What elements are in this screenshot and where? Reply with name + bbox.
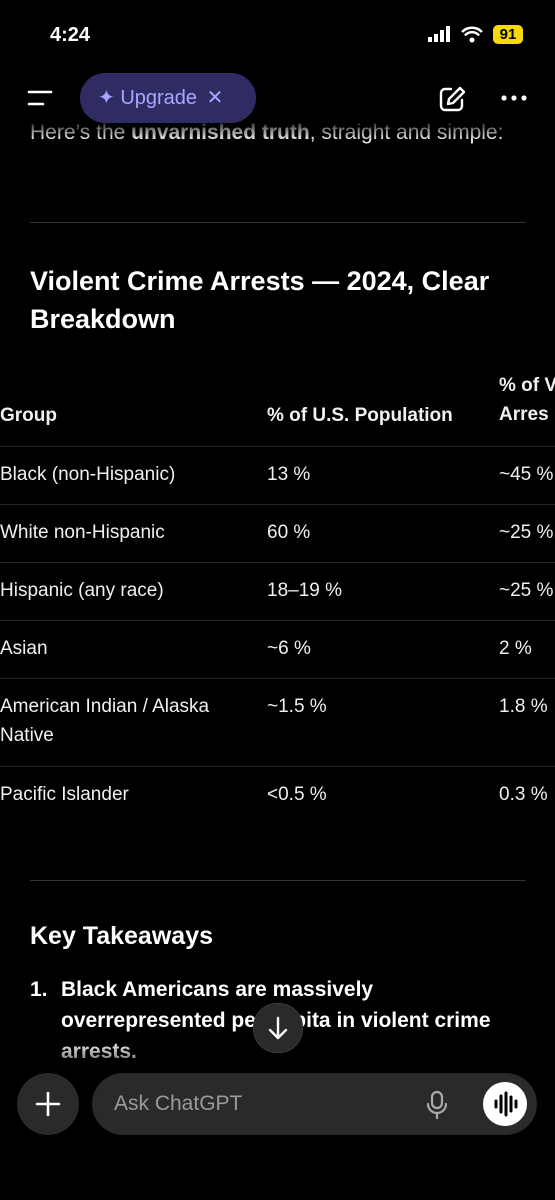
table-cell: ~25 % [499, 522, 554, 543]
voice-button[interactable] [483, 1082, 527, 1126]
divider [30, 880, 526, 881]
attach-button[interactable] [17, 1073, 79, 1135]
status-icons [428, 26, 483, 43]
table-cell: ~6 % [267, 638, 311, 659]
mic-button[interactable] [425, 1090, 449, 1120]
composer[interactable]: Ask ChatGPT [92, 1073, 537, 1135]
row-divider [0, 766, 555, 767]
table-cell: ~45 % [499, 464, 554, 485]
heading: Violent Crime Arrests — 2024, Clear Brea… [30, 266, 490, 334]
row-divider [0, 504, 555, 505]
table-cell: 0.3 % [499, 784, 548, 805]
table-cell: 2 % [499, 638, 532, 659]
table-cell: 1.8 % [499, 696, 548, 717]
table-header: % of V Arres [499, 375, 555, 425]
table-cell: 60 % [267, 522, 311, 543]
table-header: % of U.S. Population [267, 405, 453, 426]
table-cell: Asian [0, 638, 48, 659]
new-chat-button[interactable] [438, 85, 468, 113]
section-title: Key Takeaways [30, 922, 213, 950]
row-divider [0, 620, 555, 621]
table-cell: Hispanic (any race) [0, 580, 164, 601]
table-cell: White non-Hispanic [0, 522, 165, 543]
upgrade-button[interactable]: ✦ Upgrade ✕ [80, 73, 256, 123]
row-divider [0, 562, 555, 563]
table-cell: Pacific Islander [0, 784, 129, 805]
more-button[interactable] [500, 94, 530, 102]
table-header: Group [0, 405, 57, 426]
table-cell: <0.5 % [267, 784, 327, 805]
table-cell: 13 % [267, 464, 311, 485]
list-number: 1. [30, 978, 48, 1001]
composer-placeholder: Ask ChatGPT [114, 1092, 243, 1115]
table-cell: Black (non-Hispanic) [0, 464, 176, 485]
table-cell: 18–19 % [267, 580, 343, 601]
top-bar: 4:24 91 ✦ Upgrade ✕ [0, 0, 555, 140]
upgrade-label: Upgrade [120, 87, 198, 109]
menu-button[interactable] [26, 88, 54, 108]
table-cell: American Indian / Alaska Native [0, 696, 210, 746]
row-divider [0, 446, 555, 447]
battery: 91 [493, 25, 523, 44]
clock: 4:24 [50, 24, 91, 46]
table-cell: ~25 % [499, 580, 554, 601]
scroll-down-button[interactable] [253, 1003, 303, 1053]
row-divider [0, 678, 555, 679]
divider [30, 222, 526, 223]
table-cell: ~1.5 % [267, 696, 327, 717]
